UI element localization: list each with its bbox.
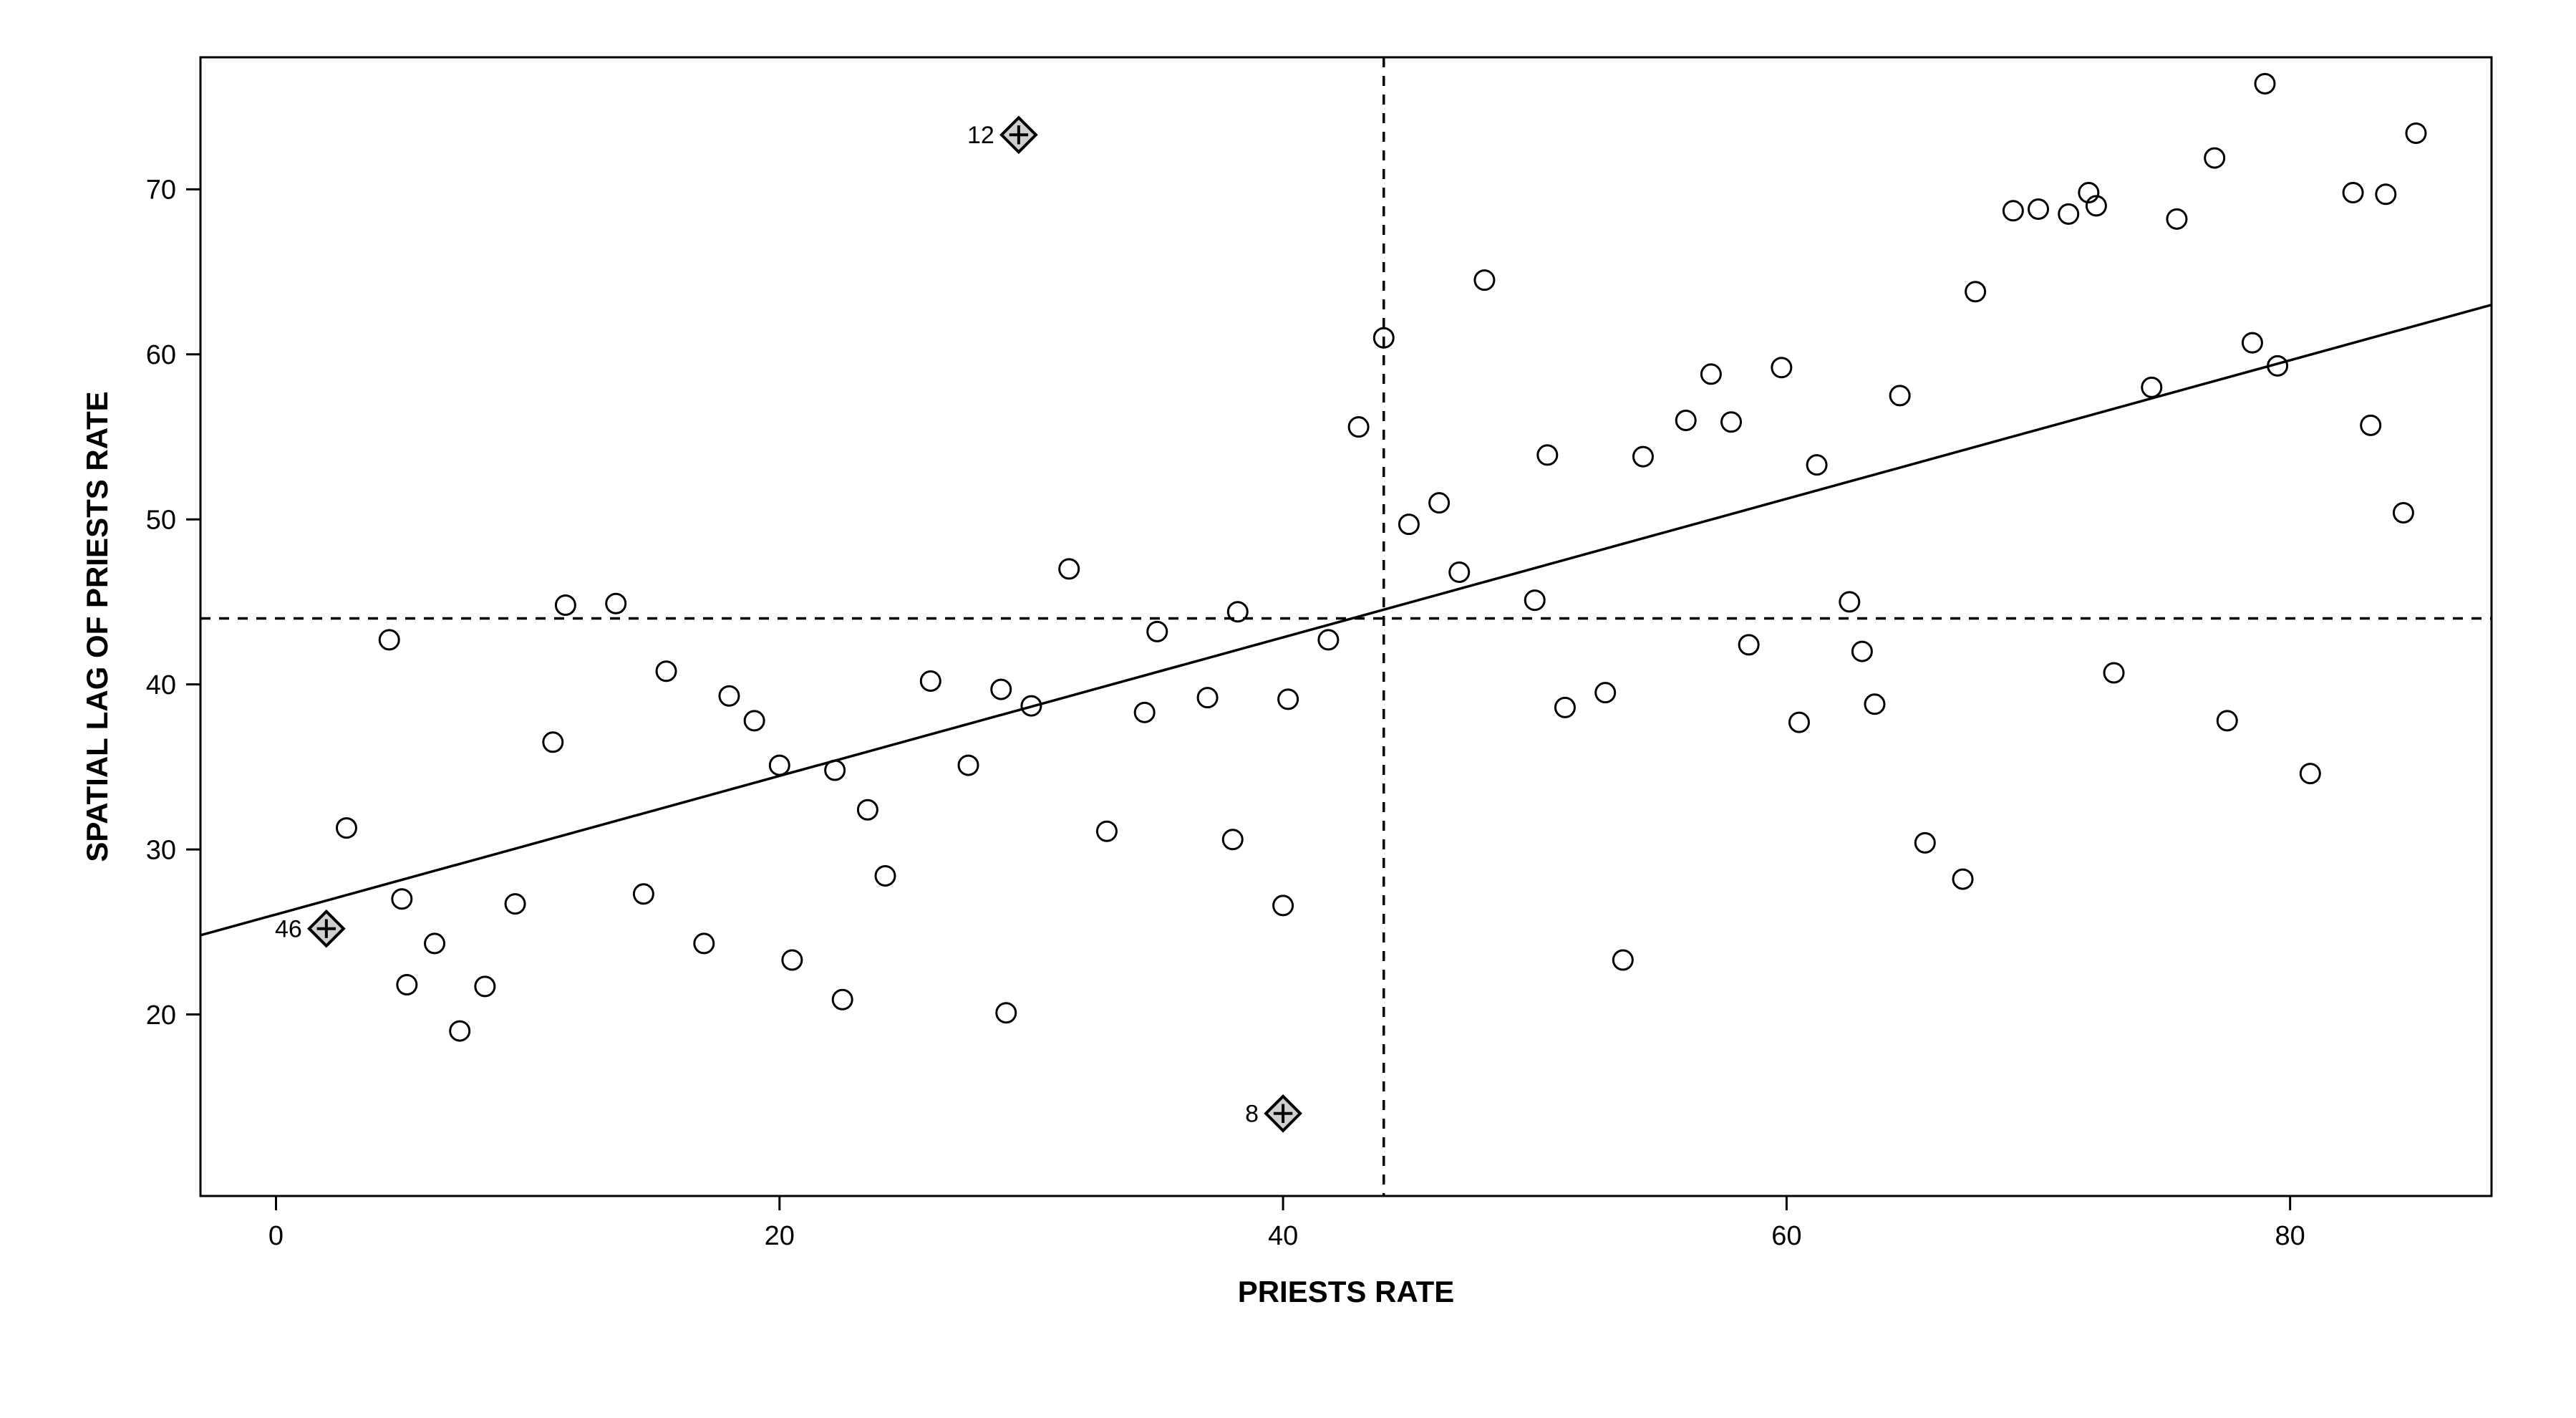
outlier-label: 12 bbox=[967, 122, 994, 149]
outlier-label: 8 bbox=[1245, 1101, 1259, 1128]
x-tick-label: 80 bbox=[2275, 1221, 2305, 1251]
y-axis-title: SPATIAL LAG OF PRIESTS RATE bbox=[80, 391, 114, 862]
moran-scatter-chart: 46128020406080203040506070PRIESTS RATESP… bbox=[0, 0, 2576, 1418]
x-tick-label: 60 bbox=[1771, 1221, 1801, 1251]
x-tick-label: 0 bbox=[268, 1221, 284, 1251]
x-tick-label: 20 bbox=[765, 1221, 795, 1251]
y-tick-label: 70 bbox=[146, 175, 176, 206]
y-tick-label: 20 bbox=[146, 1000, 176, 1031]
y-tick-label: 40 bbox=[146, 670, 176, 700]
y-tick-label: 60 bbox=[146, 340, 176, 370]
x-axis-title: PRIESTS RATE bbox=[1238, 1275, 1455, 1308]
y-tick-label: 50 bbox=[146, 506, 176, 536]
outlier-label: 46 bbox=[275, 916, 302, 943]
y-tick-label: 30 bbox=[146, 835, 176, 865]
x-tick-label: 40 bbox=[1268, 1221, 1298, 1251]
